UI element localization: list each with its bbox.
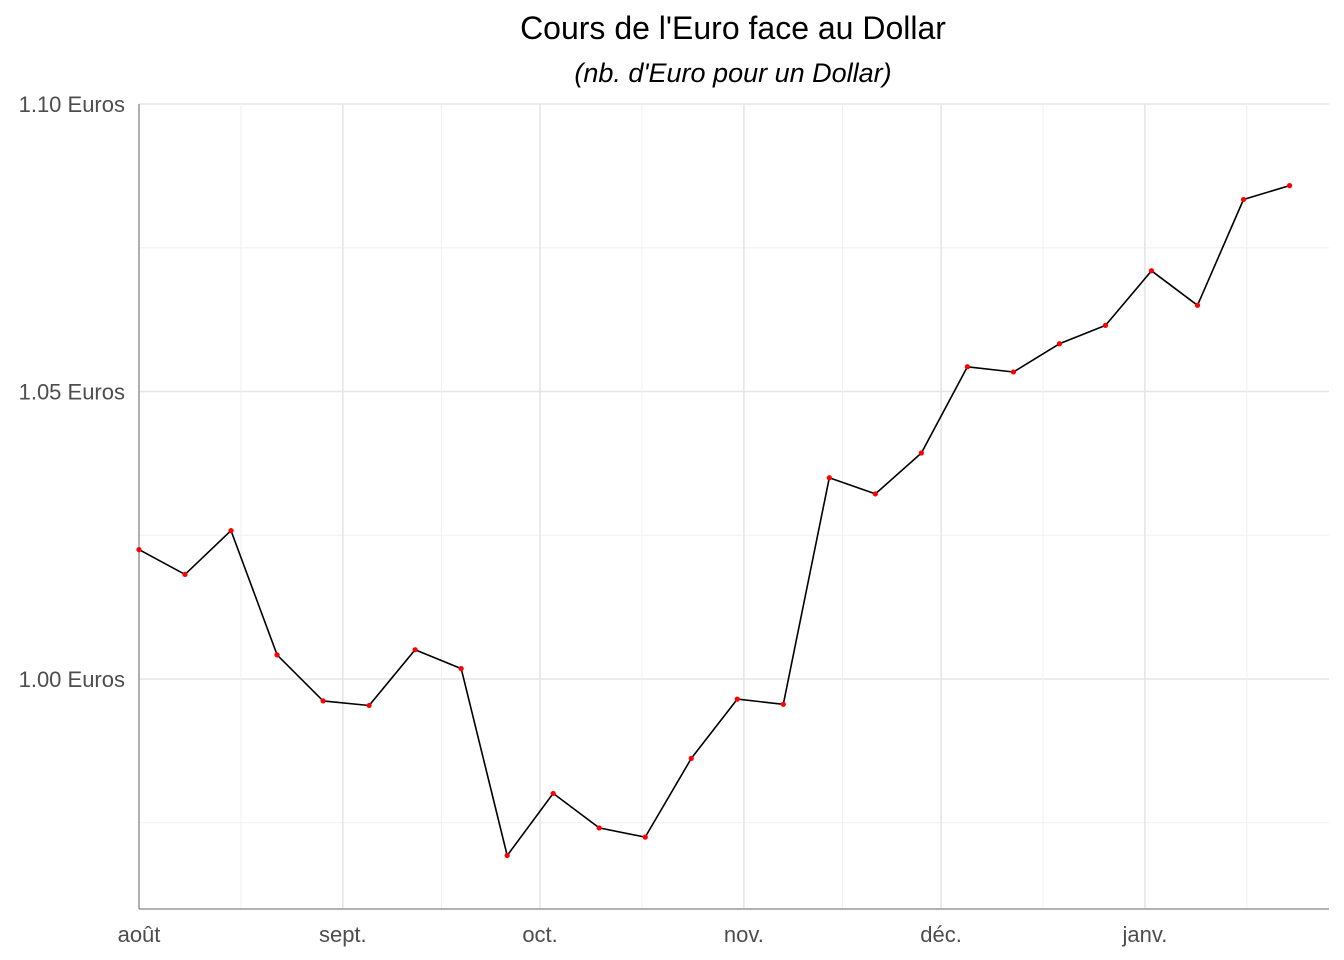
data-point xyxy=(412,647,418,653)
series-layer xyxy=(136,183,1293,859)
y-tick-label: 1.05 Euros xyxy=(19,380,125,405)
grid-lines xyxy=(138,103,1329,909)
tick-labels: 1.00 Euros 1.05 Euros 1.10 Euros août sept. o… xyxy=(19,92,1168,947)
y-tick-label: 1.10 Euros xyxy=(19,92,125,117)
data-point xyxy=(918,450,924,456)
chart-subtitle: (nb. d'Euro pour un Dollar) xyxy=(574,58,892,88)
data-point xyxy=(504,852,510,859)
data-point xyxy=(596,825,602,831)
x-tick-label: nov. xyxy=(724,922,764,947)
data-point xyxy=(1056,341,1063,347)
data-point xyxy=(734,696,740,702)
series-line xyxy=(138,184,1290,857)
chart-title: Cours de l'Euro face au Dollar xyxy=(520,10,946,46)
data-point xyxy=(780,701,786,707)
data-point xyxy=(320,698,326,704)
x-tick-label: oct. xyxy=(522,922,557,947)
data-point xyxy=(136,547,142,553)
data-point xyxy=(1148,268,1155,274)
data-point xyxy=(228,528,234,534)
x-tick-label: janv. xyxy=(1121,922,1167,947)
data-point xyxy=(826,475,832,481)
x-tick-label: août xyxy=(118,922,161,947)
data-point xyxy=(274,652,280,658)
data-point xyxy=(366,702,372,709)
data-point xyxy=(182,571,188,577)
axes xyxy=(138,104,1329,910)
data-point xyxy=(458,666,464,672)
data-point xyxy=(642,834,648,840)
x-tick-label: sept. xyxy=(319,922,367,947)
data-point xyxy=(1102,322,1109,328)
data-point xyxy=(1194,302,1201,308)
data-point xyxy=(1286,183,1293,189)
data-point xyxy=(872,491,878,497)
data-point xyxy=(964,364,970,370)
data-point xyxy=(1240,196,1247,203)
data-point xyxy=(688,755,694,761)
y-tick-label: 1.00 Euros xyxy=(19,667,125,692)
data-point xyxy=(550,790,556,797)
data-point xyxy=(1010,369,1017,375)
x-tick-label: déc. xyxy=(920,922,962,947)
